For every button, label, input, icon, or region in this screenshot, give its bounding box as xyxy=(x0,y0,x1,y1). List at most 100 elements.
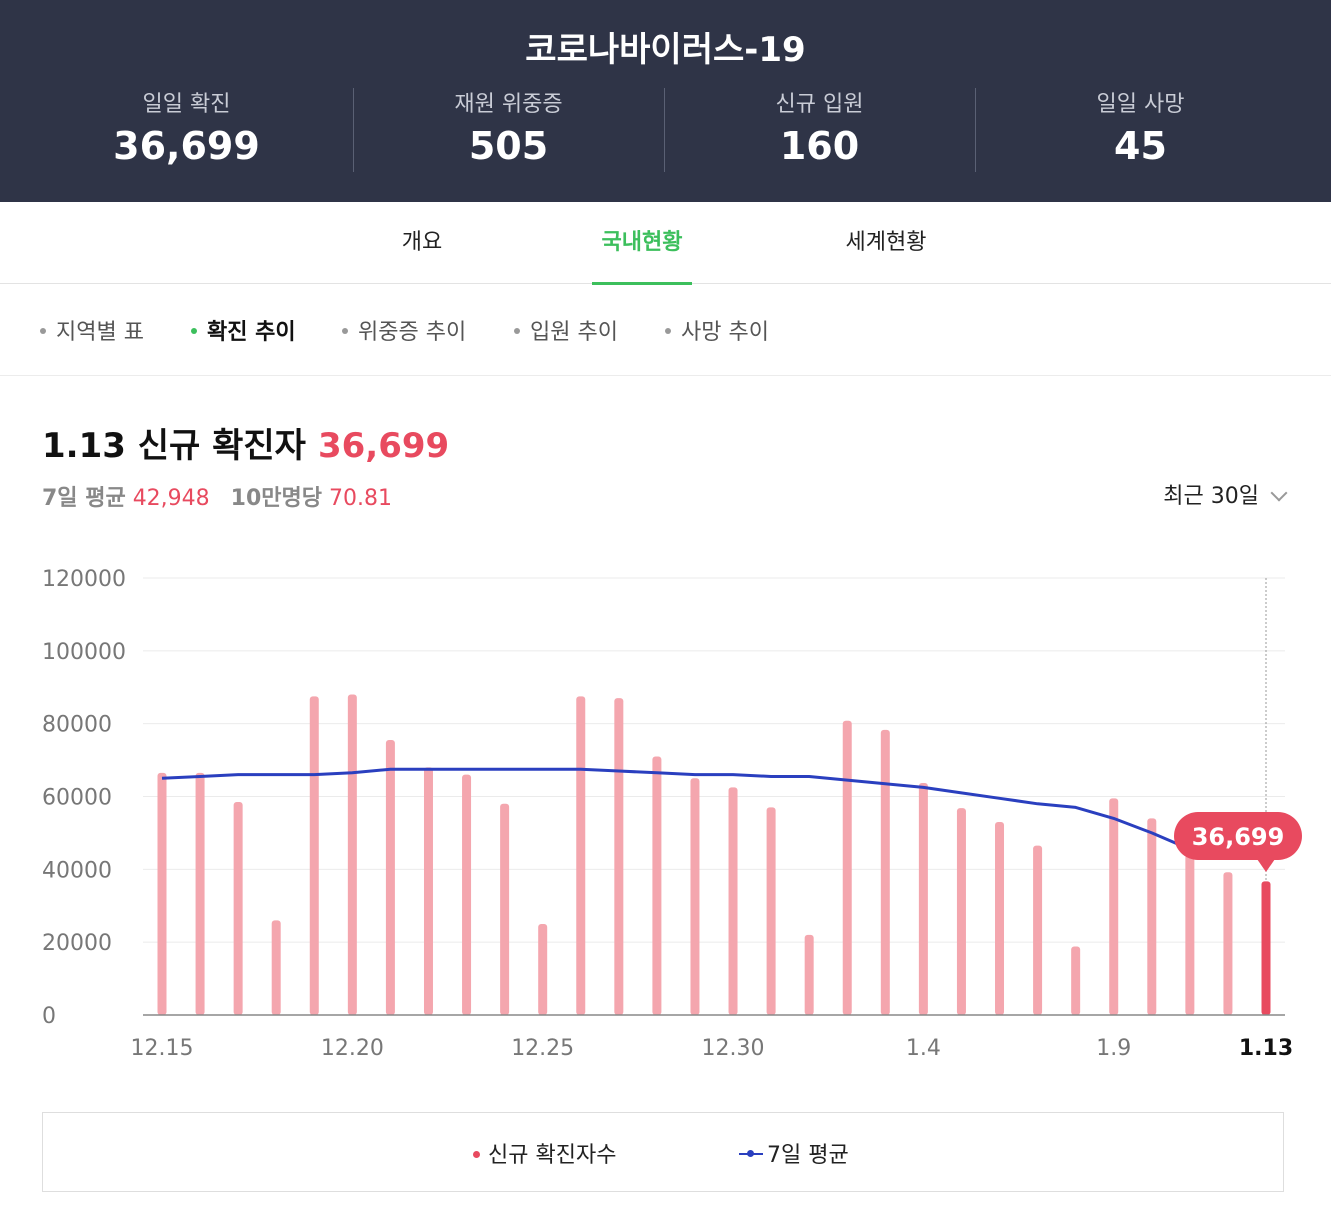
tooltip-pointer xyxy=(1257,859,1275,872)
y-tick-label: 100000 xyxy=(42,640,126,665)
stat-divider xyxy=(664,88,665,172)
tab-active-underline xyxy=(592,282,692,285)
bullet-icon xyxy=(191,328,197,334)
bar xyxy=(1071,946,1081,1015)
stat-label: 일일 확진 xyxy=(142,92,231,117)
bar xyxy=(728,787,738,1015)
stat-divider xyxy=(975,88,976,172)
summary-title-text: 1.13 신규 확진자 xyxy=(42,426,306,466)
bar xyxy=(1223,872,1233,1015)
subtab-critical-trend[interactable]: 위중증 추이 xyxy=(342,314,466,346)
stat-daily-deaths: 일일 사망 45 xyxy=(985,86,1296,168)
sub-tabs: 지역별 표 확진 추이 위중증 추이 입원 추이 사망 추이 xyxy=(0,284,1331,376)
summary-title: 1.13 신규 확진자 36,699 xyxy=(42,418,449,467)
x-tick-label: 12.30 xyxy=(702,1036,765,1061)
page-title: 코로나바이러스-19 xyxy=(525,30,806,70)
tab-world[interactable]: 세계현황 xyxy=(845,230,927,255)
stat-label: 재원 위중증 xyxy=(454,92,563,117)
avg-value: 42,948 xyxy=(132,486,210,511)
stat-critical: 재원 위중증 505 xyxy=(353,86,664,168)
stat-new-admissions: 신규 입원 160 xyxy=(664,86,975,168)
x-tick-label: 1.13 xyxy=(1239,1036,1293,1061)
bar xyxy=(690,778,700,1015)
stat-value: 160 xyxy=(779,124,860,168)
x-tick-label: 1.4 xyxy=(906,1036,941,1061)
legend-item-line[interactable]: 7일 평균 xyxy=(739,1137,849,1169)
per100k-label: 10만명당 xyxy=(230,486,323,511)
x-tick-label: 12.25 xyxy=(511,1036,574,1061)
bullet-icon xyxy=(514,328,520,334)
bar xyxy=(347,694,357,1015)
x-tick-label: 12.20 xyxy=(321,1036,384,1061)
tab-overview[interactable]: 개요 xyxy=(401,230,443,255)
y-tick-label: 80000 xyxy=(42,713,112,738)
bullet-icon xyxy=(342,328,348,334)
subtab-label: 위중증 추이 xyxy=(358,320,467,345)
bullet-icon xyxy=(40,328,46,334)
stat-value: 505 xyxy=(468,124,549,168)
subtab-label: 지역별 표 xyxy=(56,320,144,345)
bar xyxy=(766,807,776,1015)
bar xyxy=(918,783,928,1015)
bar xyxy=(1109,798,1119,1015)
subtab-admission-trend[interactable]: 입원 추이 xyxy=(514,314,618,346)
stat-value: 36,699 xyxy=(113,124,260,168)
bar xyxy=(1185,854,1195,1015)
main-tabs: 개요 국내현황 세계현황 xyxy=(0,202,1331,285)
range-dropdown[interactable]: 최근 30일 xyxy=(1163,478,1288,510)
bar xyxy=(423,767,433,1015)
stat-label: 신규 입원 xyxy=(775,92,864,117)
subtab-label: 확진 추이 xyxy=(207,320,296,345)
x-tick-label: 12.15 xyxy=(131,1036,194,1061)
subtab-confirmed-trend[interactable]: 확진 추이 xyxy=(191,314,296,346)
legend-label: 신규 확진자수 xyxy=(488,1143,617,1168)
header: 코로나바이러스-19 일일 확진 36,699 재원 위중증 505 신규 입원… xyxy=(0,0,1331,202)
tooltip-bubble xyxy=(1174,812,1302,860)
bar xyxy=(842,720,852,1015)
summary-subline: 7일 평균 42,948 10만명당 70.81 xyxy=(42,480,406,512)
bar xyxy=(652,756,662,1015)
chart-legend: 신규 확진자수 7일 평균 xyxy=(42,1112,1284,1192)
subtab-label: 사망 추이 xyxy=(681,320,769,345)
y-tick-label: 40000 xyxy=(42,858,112,883)
tab-label: 국내현황 xyxy=(601,230,683,255)
x-tick-label: 1.9 xyxy=(1096,1036,1131,1061)
tooltip-value: 36,699 xyxy=(1192,823,1285,851)
legend-item-bars[interactable]: 신규 확진자수 xyxy=(473,1137,616,1169)
subtab-region-table[interactable]: 지역별 표 xyxy=(40,314,144,346)
bar xyxy=(995,821,1005,1015)
bar xyxy=(462,774,472,1015)
legend-line-icon xyxy=(739,1150,763,1157)
avg-line xyxy=(161,767,1267,861)
bar xyxy=(271,920,281,1015)
summary-value: 36,699 xyxy=(317,426,450,466)
bar xyxy=(538,923,548,1015)
y-tick-label: 120000 xyxy=(42,567,126,592)
bar xyxy=(157,772,167,1015)
bar xyxy=(385,740,395,1015)
bar xyxy=(614,698,624,1015)
bullet-icon xyxy=(665,328,671,334)
bar xyxy=(500,803,510,1015)
bar xyxy=(804,934,814,1015)
legend-label: 7일 평균 xyxy=(767,1143,849,1168)
avg-label: 7일 평균 xyxy=(42,486,126,511)
y-tick-label: 60000 xyxy=(42,786,112,811)
chevron-down-icon xyxy=(1270,484,1288,502)
bar xyxy=(1033,845,1043,1015)
bar xyxy=(309,696,319,1015)
stat-label: 일일 사망 xyxy=(1096,92,1185,117)
subtab-label: 입원 추이 xyxy=(530,320,618,345)
stat-divider xyxy=(353,88,354,172)
bar xyxy=(233,801,243,1015)
bar xyxy=(1261,881,1271,1015)
confirmed-trend-chart: 0 20000 40000 60000 80000 100000 120000 12.15 12… xyxy=(42,567,1302,1061)
per100k-value: 70.81 xyxy=(329,486,392,511)
subtab-death-trend[interactable]: 사망 추이 xyxy=(665,314,769,346)
stat-value: 45 xyxy=(1114,124,1167,168)
tab-domestic[interactable]: 국내현황 xyxy=(592,202,692,285)
bar xyxy=(576,696,586,1015)
y-tick-label: 0 xyxy=(42,1004,56,1029)
bar xyxy=(956,808,966,1015)
stat-daily-confirmed: 일일 확진 36,699 xyxy=(31,86,342,168)
